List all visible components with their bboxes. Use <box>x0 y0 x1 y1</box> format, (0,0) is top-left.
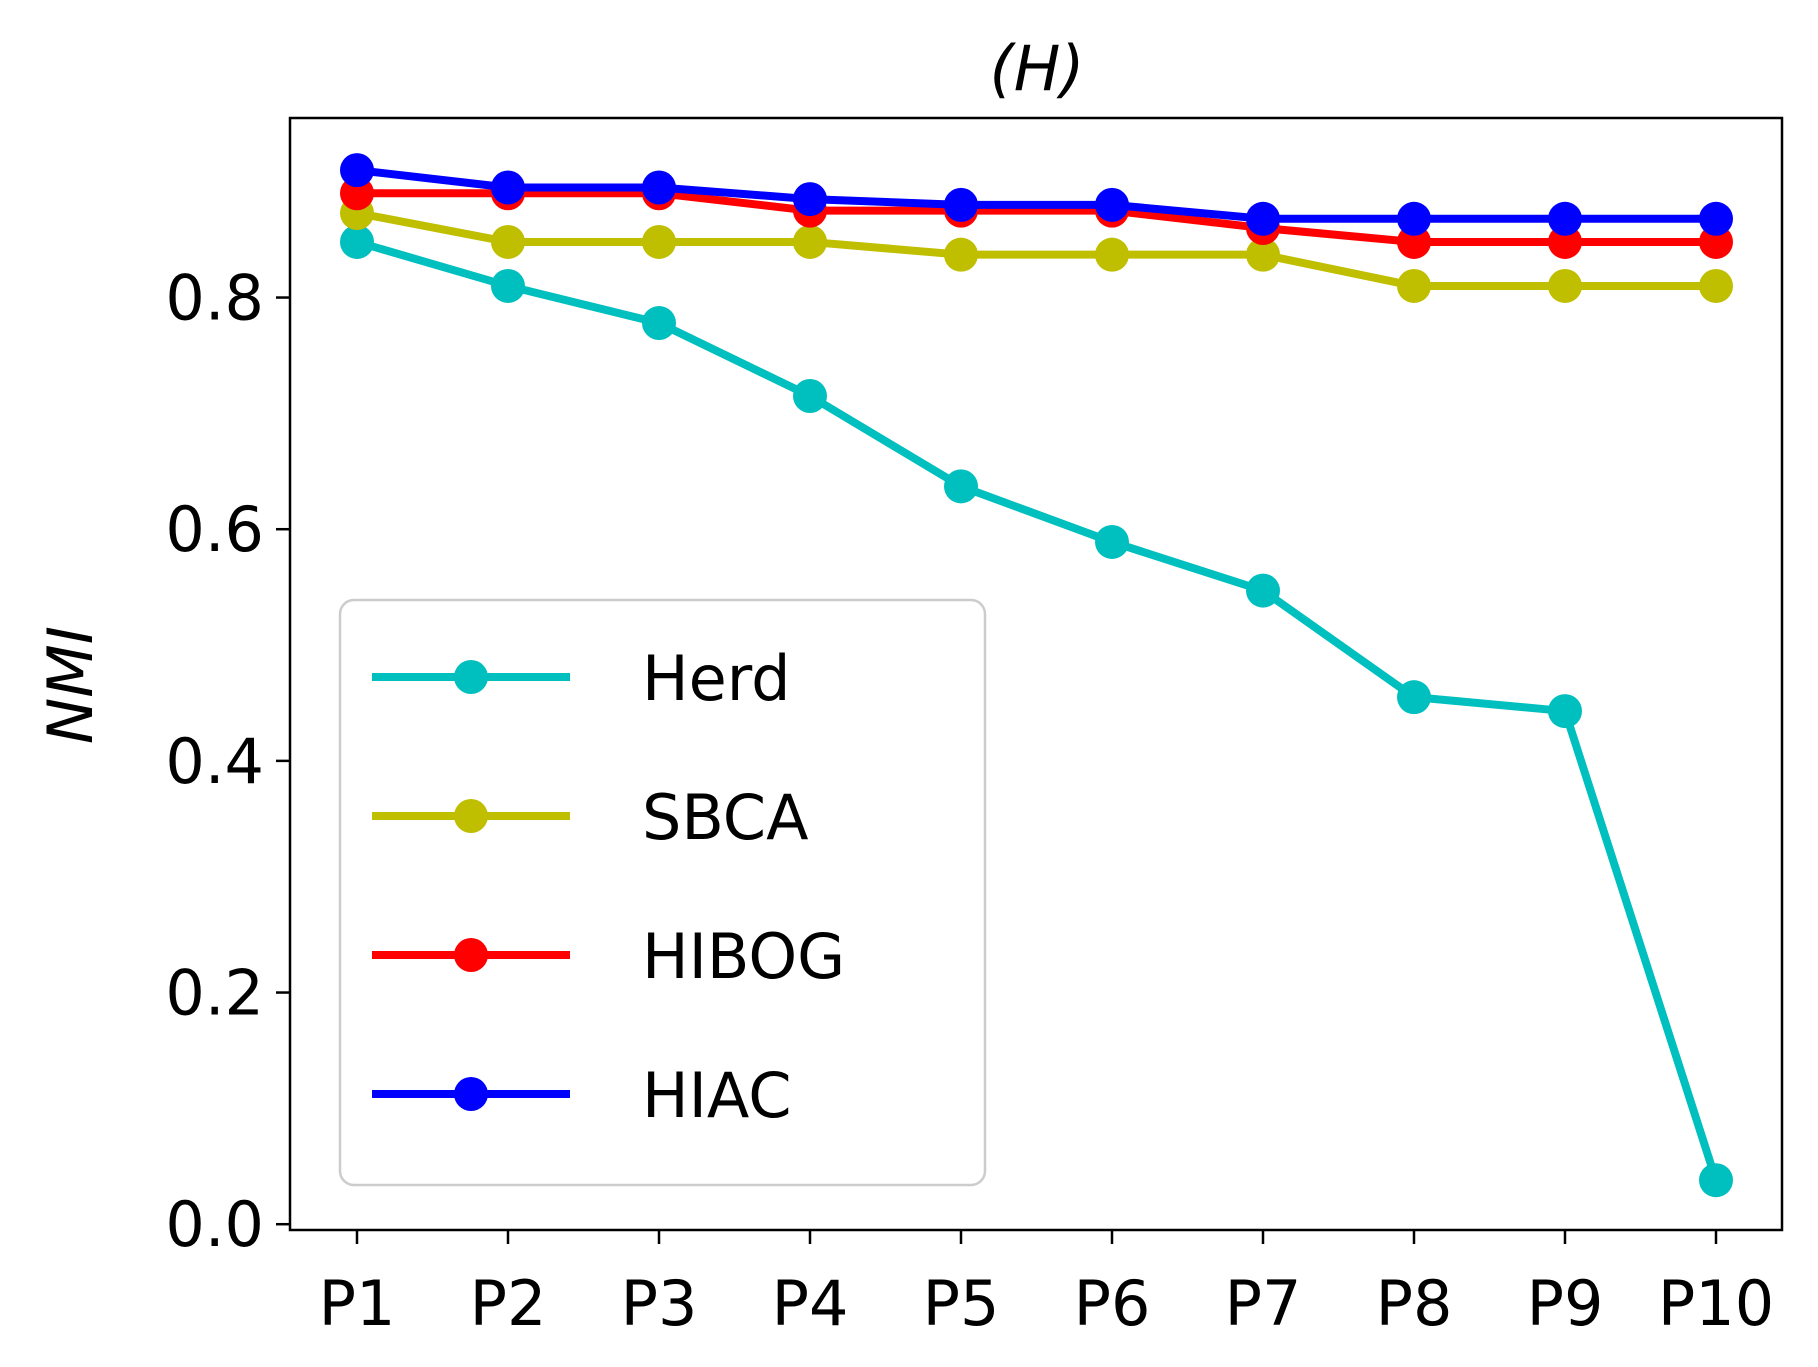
data-point <box>1095 237 1129 272</box>
data-point <box>1397 268 1431 303</box>
data-point <box>944 187 978 222</box>
data-point <box>340 224 374 259</box>
data-point <box>1699 1163 1733 1198</box>
data-point <box>1548 201 1582 236</box>
data-point <box>944 469 978 504</box>
data-point <box>1246 201 1280 236</box>
legend-entry: Herd <box>372 642 791 715</box>
data-point <box>1699 268 1733 303</box>
data-point <box>642 224 676 259</box>
data-point <box>1246 237 1280 272</box>
x-tick-label: P3 <box>621 1267 698 1340</box>
x-tick-label: P6 <box>1074 1267 1151 1340</box>
y-axis-title: NMI <box>34 626 107 744</box>
series-line <box>356 209 1716 290</box>
series-sbca <box>340 195 1733 303</box>
data-point <box>1548 268 1582 303</box>
data-point <box>1095 524 1129 559</box>
data-point <box>1397 680 1431 715</box>
legend-marker <box>454 660 488 694</box>
x-tick-label: P9 <box>1527 1267 1604 1340</box>
x-tick-label: P4 <box>772 1267 849 1340</box>
data-point <box>491 268 525 303</box>
data-point <box>1548 694 1582 729</box>
legend-marker <box>454 1077 488 1111</box>
plot-area <box>340 153 1733 1198</box>
legend-label: Herd <box>642 642 791 715</box>
y-tick-label: 0.2 <box>165 957 264 1030</box>
data-point <box>340 153 374 188</box>
series-line <box>356 166 1716 223</box>
data-point <box>642 306 676 341</box>
plot-frame <box>288 116 1784 1232</box>
axis-ticks: 0.0 0.2 0.4 0.6 0.8 P1 P2 P3 P4 P5 P6 P7 P8 P9 P10 <box>165 262 1774 1340</box>
series-hiac <box>340 153 1733 236</box>
data-point <box>944 237 978 272</box>
y-tick-label: 0.4 <box>165 725 264 798</box>
x-tick-label: P2 <box>470 1267 547 1340</box>
legend-entry: HIBOG <box>372 920 845 993</box>
data-point <box>793 379 827 413</box>
data-point <box>491 224 525 259</box>
legend: Herd SBCA HIBOG HIAC <box>338 598 987 1187</box>
series-line <box>357 189 1716 246</box>
legend-entry: SBCA <box>372 781 809 854</box>
data-point <box>491 170 525 205</box>
x-tick-label: P5 <box>923 1267 1000 1340</box>
data-point <box>642 170 676 205</box>
y-tick-label: 0.0 <box>165 1188 264 1261</box>
y-tick-label: 0.6 <box>165 493 264 566</box>
legend-label: HIAC <box>642 1059 792 1132</box>
legend-marker <box>454 938 488 972</box>
legend-box <box>338 598 987 1187</box>
legend-marker <box>454 799 488 833</box>
data-point <box>1246 573 1280 608</box>
legend-label: HIBOG <box>642 920 845 993</box>
legend-entry: HIAC <box>372 1059 792 1132</box>
x-tick-label: P10 <box>1658 1267 1774 1340</box>
x-tick-label: P1 <box>319 1267 396 1340</box>
data-point <box>1397 201 1431 236</box>
legend-label: SBCA <box>642 781 809 854</box>
chart-title: (H) <box>990 32 1085 105</box>
data-point <box>793 182 827 217</box>
x-tick-label: P8 <box>1376 1267 1453 1340</box>
data-point <box>793 224 827 259</box>
series-line <box>355 238 1720 1182</box>
data-point <box>1699 201 1733 236</box>
data-point <box>1095 187 1129 222</box>
x-tick-label: P7 <box>1225 1267 1302 1340</box>
y-tick-label: 0.8 <box>165 262 264 335</box>
series-herd <box>340 224 1733 1198</box>
